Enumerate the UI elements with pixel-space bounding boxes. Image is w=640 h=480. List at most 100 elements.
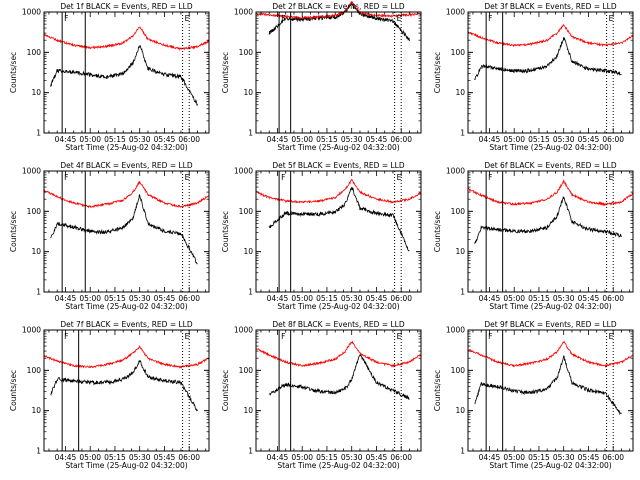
- x-tick-label: 06:00: [390, 453, 412, 462]
- x-tick-label: 05:30: [341, 453, 363, 462]
- y-axis-label: Counts/sec: [433, 52, 442, 93]
- y-tick-label: 1: [248, 129, 253, 138]
- detector-panel: F E 1 10 100 1000 04:45 05:00 05:15 05:30 05:45 06:…: [9, 320, 210, 470]
- marker-label: E: [609, 173, 614, 182]
- y-axis-label: Counts/sec: [221, 211, 230, 252]
- x-tick-label: 05:15: [104, 294, 126, 303]
- x-tick-label: 06:00: [178, 294, 200, 303]
- events-series-line: [50, 45, 198, 106]
- y-tick-label: 1000: [22, 167, 41, 176]
- x-tick-label: 04:45: [267, 453, 289, 462]
- x-tick-label: 05:30: [129, 453, 151, 462]
- marker-label: E: [185, 173, 190, 182]
- y-tick-label: 1000: [234, 167, 253, 176]
- y-tick-label: 100: [239, 48, 254, 57]
- x-tick-label: 05:30: [553, 453, 575, 462]
- events-series-line: [474, 196, 622, 244]
- x-axis-label: Start Time (25-Aug-02 04:32:00): [277, 461, 399, 470]
- x-tick-label: 05:45: [366, 453, 388, 462]
- y-tick-label: 100: [239, 207, 254, 216]
- y-tick-label: 1: [36, 288, 41, 297]
- marker-label: F: [488, 14, 492, 23]
- y-tick-label: 1: [460, 129, 465, 138]
- plot-frame: [255, 170, 422, 293]
- x-axis-label: Start Time (25-Aug-02 04:32:00): [277, 143, 399, 152]
- x-tick-label: 05:45: [366, 135, 388, 144]
- x-tick-label: 05:45: [154, 294, 176, 303]
- y-tick-label: 1: [460, 447, 465, 456]
- plot-frame: [467, 11, 634, 134]
- y-axis-label: Counts/sec: [221, 370, 230, 411]
- panel-title: Det 7f BLACK = Events, RED = LLD: [60, 320, 193, 329]
- y-tick-label: 100: [451, 366, 466, 375]
- x-tick-label: 05:45: [154, 135, 176, 144]
- detector-panel: F E 1 10 100 1000 04:45 05:00 05:15 05:30 05:45 06:…: [9, 161, 210, 311]
- x-tick-label: 04:45: [479, 294, 501, 303]
- x-tick-label: 05:00: [79, 294, 101, 303]
- y-tick-label: 1: [460, 288, 465, 297]
- x-tick-label: 05:45: [366, 294, 388, 303]
- marker-label: E: [185, 14, 190, 23]
- x-tick-label: 04:45: [55, 294, 77, 303]
- y-tick-label: 1000: [22, 326, 41, 335]
- x-tick-label: 04:45: [267, 294, 289, 303]
- y-tick-label: 1000: [234, 326, 253, 335]
- panel-title: Det 5f BLACK = Events, RED = LLD: [272, 161, 405, 170]
- x-tick-label: 06:00: [390, 135, 412, 144]
- plot-frame: [43, 329, 210, 452]
- x-tick-label: 05:30: [341, 135, 363, 144]
- detector-panel: F E 1 10 100 1000 04:45 05:00 05:15 05:30 05:45 06:…: [221, 320, 422, 470]
- x-tick-label: 05:15: [528, 453, 550, 462]
- marker-label: E: [609, 14, 614, 23]
- x-tick-label: 05:00: [503, 453, 525, 462]
- x-tick-label: 05:30: [553, 135, 575, 144]
- detector-panel: F E 1 10 100 1000 04:45 05:00 05:15 05:30 05:45 06:…: [433, 320, 634, 470]
- x-tick-label: 05:45: [154, 453, 176, 462]
- x-tick-label: 06:00: [602, 135, 624, 144]
- y-tick-label: 100: [27, 48, 42, 57]
- x-tick-label: 06:00: [602, 453, 624, 462]
- marker-label: E: [397, 14, 402, 23]
- x-tick-label: 04:45: [479, 453, 501, 462]
- plot-frame: [43, 11, 210, 134]
- panel-title: Det 6f BLACK = Events, RED = LLD: [484, 161, 617, 170]
- x-tick-label: 05:30: [129, 135, 151, 144]
- x-tick-label: 05:45: [578, 135, 600, 144]
- y-tick-label: 1: [248, 447, 253, 456]
- events-series-line: [50, 360, 198, 412]
- y-tick-label: 1000: [234, 8, 253, 17]
- plot-frame: [467, 170, 634, 293]
- events-series-line: [50, 194, 198, 265]
- marker-label: F: [488, 332, 492, 341]
- x-tick-label: 05:30: [553, 294, 575, 303]
- detector-panel: F E 1 10 100 1000 04:45 05:00 05:15 05:30 05:45 06:…: [9, 2, 210, 152]
- events-series-line: [474, 355, 622, 416]
- x-axis-label: Start Time (25-Aug-02 04:32:00): [65, 302, 187, 311]
- x-tick-label: 05:00: [503, 294, 525, 303]
- events-series-line: [268, 353, 410, 400]
- y-tick-label: 1: [36, 447, 41, 456]
- x-tick-label: 05:00: [79, 135, 101, 144]
- y-tick-label: 1000: [22, 8, 41, 17]
- y-tick-label: 10: [31, 88, 41, 97]
- x-tick-label: 05:15: [316, 453, 338, 462]
- x-tick-label: 05:45: [578, 294, 600, 303]
- y-tick-label: 10: [243, 247, 253, 256]
- detector-panel: F E 1 10 100 1000 04:45 05:00 05:15 05:30 05:45 06:…: [433, 161, 634, 311]
- marker-label: F: [281, 14, 285, 23]
- lld-series-line: [43, 26, 210, 52]
- y-axis-label: Counts/sec: [9, 211, 18, 252]
- x-axis-label: Start Time (25-Aug-02 04:32:00): [489, 302, 611, 311]
- x-tick-label: 05:30: [129, 294, 151, 303]
- marker-label: F: [64, 173, 68, 182]
- events-series-line: [268, 186, 410, 252]
- y-tick-label: 1000: [446, 8, 465, 17]
- x-tick-label: 04:45: [55, 135, 77, 144]
- y-axis-label: Counts/sec: [433, 211, 442, 252]
- y-tick-label: 1000: [446, 167, 465, 176]
- y-tick-label: 100: [239, 366, 254, 375]
- x-tick-label: 04:45: [267, 135, 289, 144]
- y-tick-label: 100: [451, 48, 466, 57]
- panel-title: Det 4f BLACK = Events, RED = LLD: [60, 161, 193, 170]
